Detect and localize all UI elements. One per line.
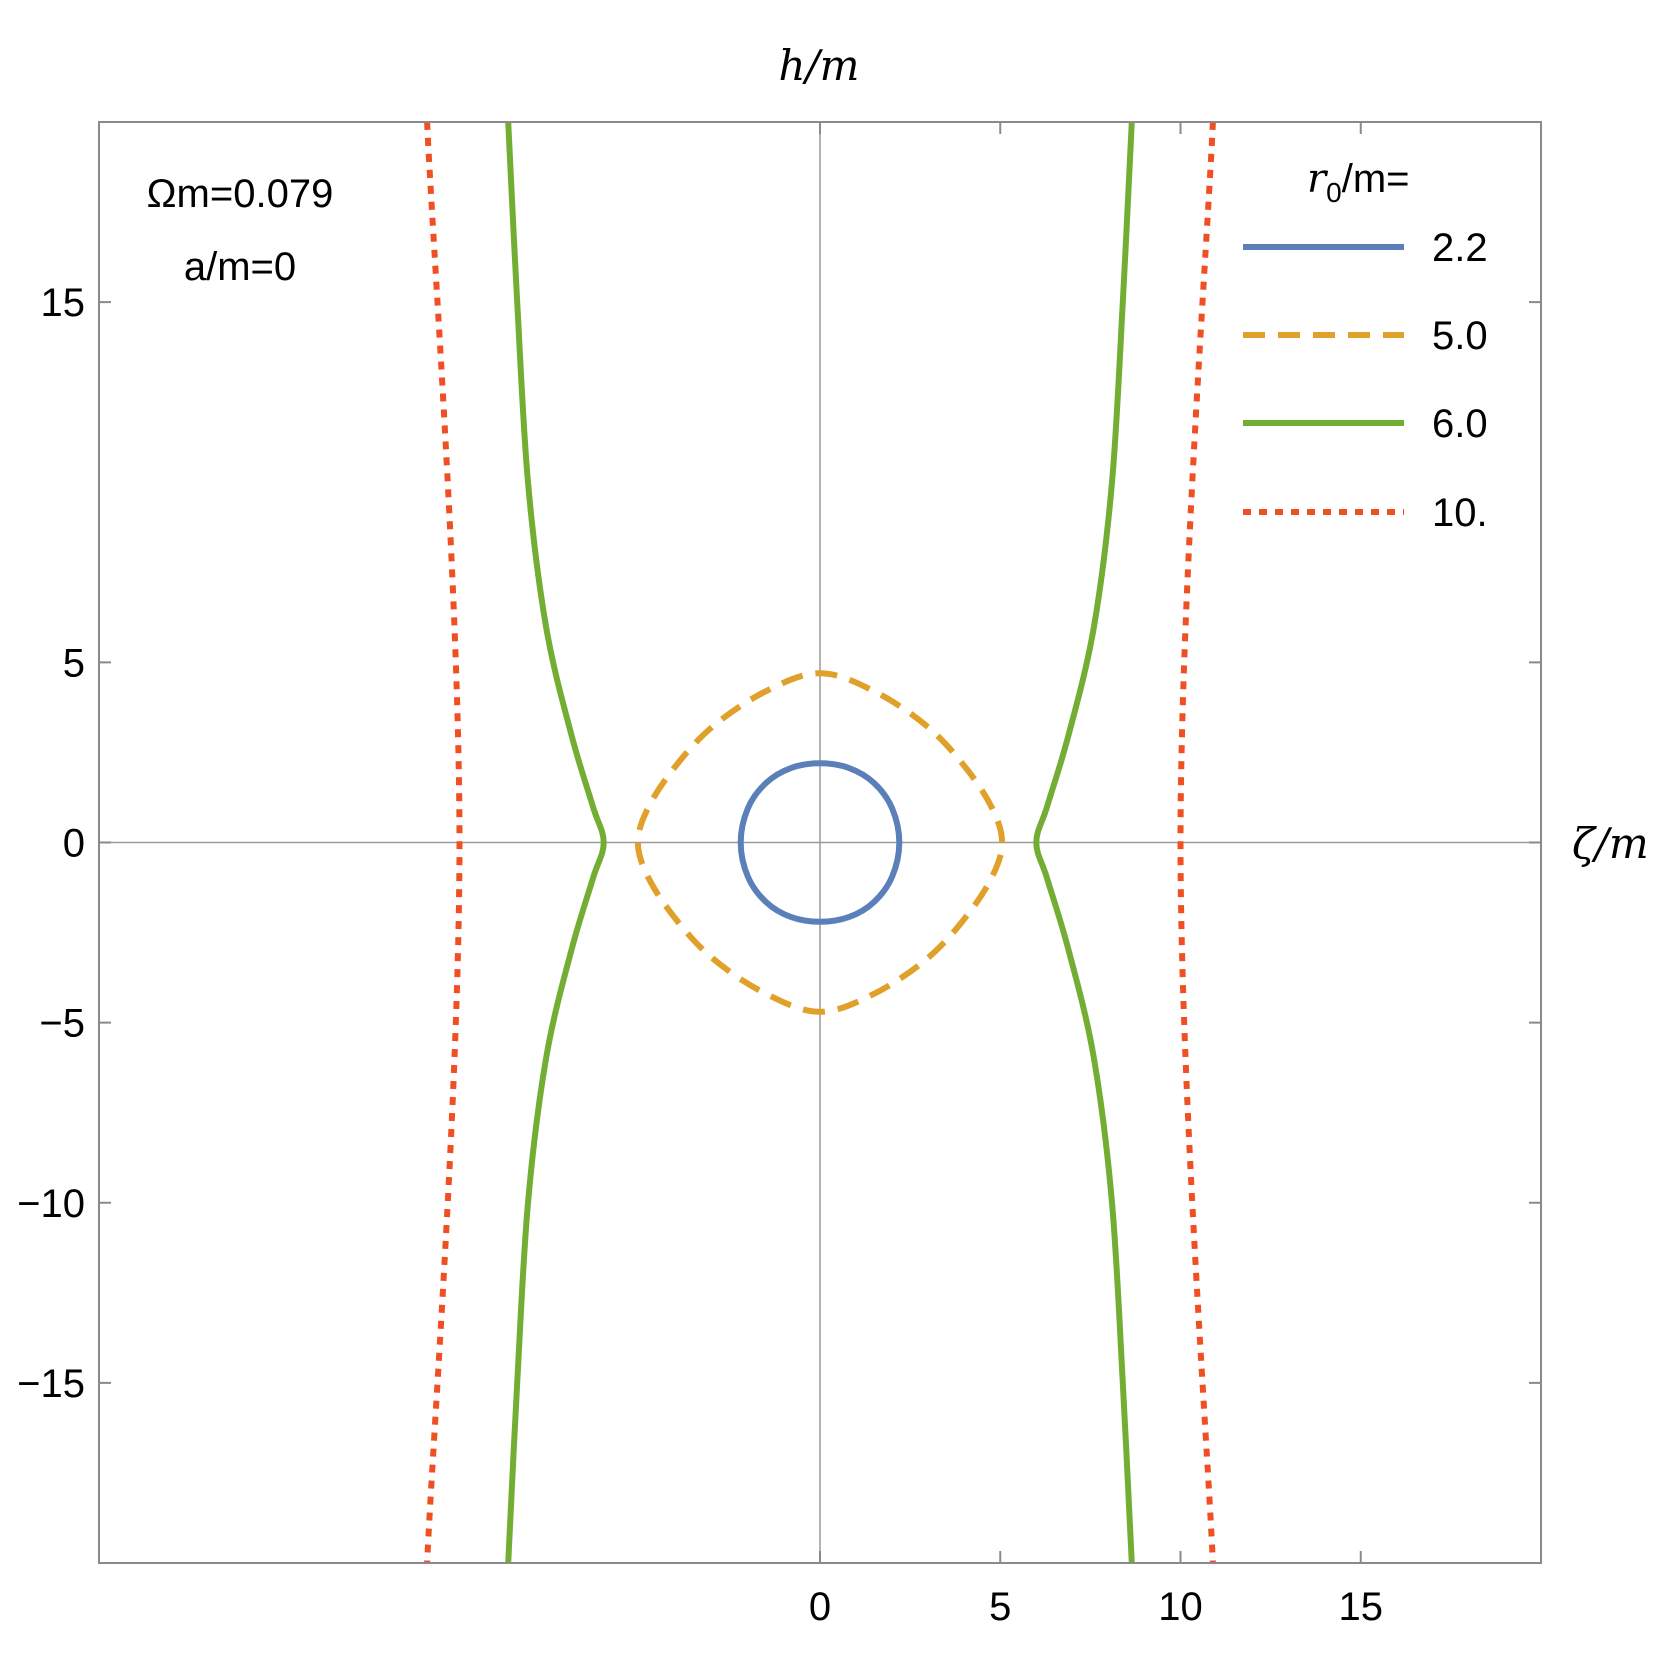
- series-r0-6-0-left-branch: [505, 122, 607, 1563]
- axes-layer: [99, 122, 1541, 1563]
- series-r0-6-0-right-branch: [1033, 122, 1135, 1563]
- y-tick-label: 0: [63, 822, 85, 866]
- x-tick-label: 10: [1158, 1585, 1203, 1629]
- annotation-omega: Ωm=0.079: [147, 172, 334, 216]
- y-tick-label: 15: [41, 281, 86, 325]
- legend-title-rest: /m=: [1342, 157, 1410, 201]
- x-axis-label: ζ/m: [1572, 819, 1649, 868]
- legend: r0/m= 2.2 5.0 6.0 10.: [1243, 156, 1488, 535]
- legend-label-2: 5.0: [1432, 314, 1488, 358]
- y-tick-label: −15: [17, 1362, 85, 1406]
- legend-items: 2.2 5.0 6.0 10.: [1243, 226, 1488, 535]
- series-r0-10-left-branch: [424, 122, 463, 1563]
- y-axis-label: h/m: [778, 41, 859, 90]
- x-tick-label: 15: [1339, 1585, 1384, 1629]
- series-r0-5-0-curve: [634, 670, 1006, 1015]
- y-tick-label: −5: [39, 1002, 85, 1046]
- ticks-layer: 0 5 10 15 15 5 0 −5 −10 −15: [17, 122, 1541, 1629]
- x-tick-label: 5: [989, 1585, 1011, 1629]
- legend-title: r0/m=: [1307, 156, 1410, 208]
- y-tick-label: 5: [63, 641, 85, 685]
- series-layer: [424, 122, 1216, 1563]
- y-tick-label: −10: [17, 1182, 85, 1226]
- x-tick-label: 0: [809, 1585, 831, 1629]
- series-r0-2-2-curve: [737, 760, 903, 925]
- legend-label-1: 2.2: [1432, 226, 1488, 270]
- annotation-spin: a/m=0: [184, 245, 296, 289]
- series-r0-10-right-branch: [1177, 122, 1216, 1563]
- legend-title-subscript: 0: [1326, 177, 1342, 208]
- legend-title-r: r: [1307, 156, 1329, 202]
- legend-label-4: 10.: [1432, 491, 1488, 535]
- legend-label-3: 6.0: [1432, 402, 1488, 446]
